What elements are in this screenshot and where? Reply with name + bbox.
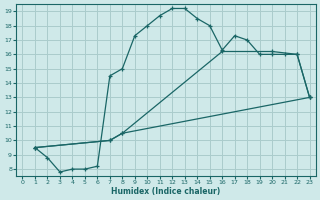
X-axis label: Humidex (Indice chaleur): Humidex (Indice chaleur) <box>111 187 221 196</box>
